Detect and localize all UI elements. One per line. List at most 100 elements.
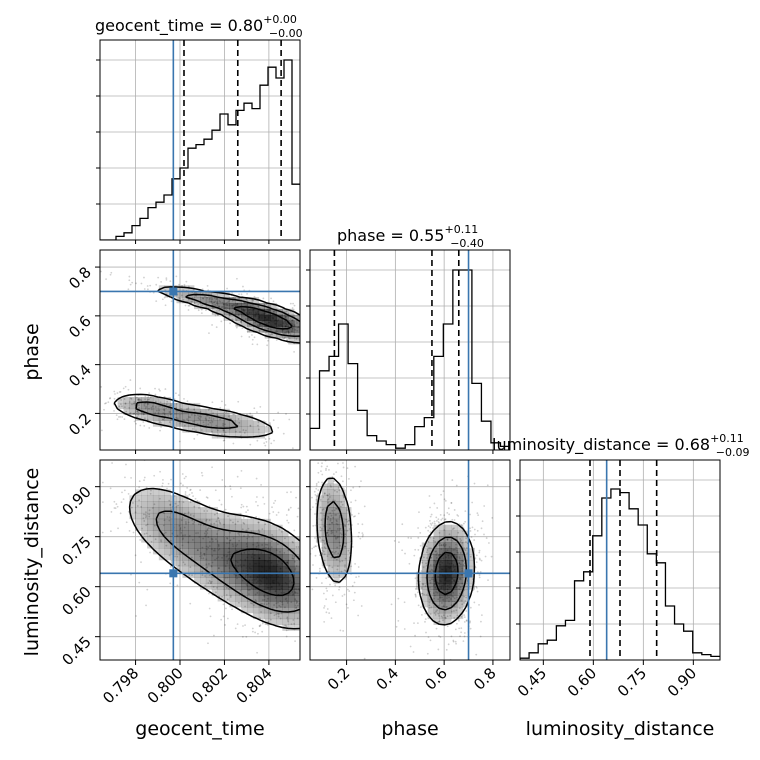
sample-point xyxy=(330,485,332,488)
sample-point xyxy=(306,347,308,349)
density-cell xyxy=(457,530,464,537)
sample-point xyxy=(395,625,398,628)
density-cell xyxy=(294,618,300,626)
sample-point xyxy=(193,437,196,440)
sample-point xyxy=(277,511,280,514)
sample-point xyxy=(147,396,150,398)
sample-point xyxy=(418,580,421,583)
density-cell xyxy=(321,512,328,520)
sample-point xyxy=(457,515,460,517)
sample-point xyxy=(445,606,448,608)
density-cell xyxy=(205,414,213,421)
density-cell xyxy=(158,495,166,502)
density-cell xyxy=(217,302,224,310)
sample-point xyxy=(176,584,179,587)
sample-point xyxy=(321,481,323,484)
sample-point xyxy=(346,588,349,591)
sample-point xyxy=(285,629,288,632)
sample-point xyxy=(430,606,433,609)
sample-point xyxy=(449,614,452,617)
sample-point xyxy=(329,347,331,349)
sample-point xyxy=(354,695,356,697)
density-cell xyxy=(223,297,230,304)
density-cell xyxy=(294,536,300,543)
sample-point xyxy=(104,402,106,405)
density-cell xyxy=(288,612,295,620)
density-cell xyxy=(129,501,136,508)
sample-point xyxy=(170,300,173,303)
density-cell xyxy=(294,595,300,602)
sample-point xyxy=(344,578,347,580)
sample-point xyxy=(203,424,205,427)
density-cell xyxy=(462,589,470,596)
sample-point xyxy=(261,602,264,605)
sample-point xyxy=(213,513,216,516)
sample-point xyxy=(200,557,203,560)
sample-point xyxy=(208,298,211,301)
density-cell xyxy=(421,595,428,602)
sample-point xyxy=(163,519,166,522)
sample-point xyxy=(279,605,282,608)
density-cell xyxy=(252,326,260,333)
density-cell xyxy=(333,536,340,543)
density-cell xyxy=(205,507,213,514)
sample-point xyxy=(442,544,445,547)
sample-point xyxy=(149,284,152,287)
sample-point xyxy=(237,418,240,420)
sample-point xyxy=(475,653,478,656)
density-cell xyxy=(321,507,328,514)
sample-point xyxy=(240,469,243,472)
density-cell xyxy=(241,577,248,584)
density-cell xyxy=(205,524,213,531)
sample-point xyxy=(242,429,245,431)
sample-point xyxy=(67,479,69,481)
sample-point xyxy=(144,395,147,398)
density-cell xyxy=(147,414,154,421)
density-cell xyxy=(176,414,183,421)
sample-point xyxy=(243,535,245,538)
density-cell xyxy=(223,536,230,543)
sample-point xyxy=(269,612,272,615)
sample-point xyxy=(326,453,328,455)
sample-point xyxy=(461,541,464,544)
sample-point xyxy=(160,540,163,543)
sample-point xyxy=(227,515,229,518)
sample-point xyxy=(194,497,197,500)
sample-point xyxy=(271,333,273,336)
density-cell xyxy=(445,577,452,584)
sample-point xyxy=(336,528,339,530)
sample-point xyxy=(329,519,332,522)
sample-point xyxy=(331,531,334,534)
density-cell xyxy=(327,530,334,537)
sample-point xyxy=(173,398,176,401)
sample-point xyxy=(163,296,166,299)
sample-point xyxy=(348,464,350,466)
sample-point xyxy=(124,406,126,408)
sample-point xyxy=(454,640,457,643)
density-cell xyxy=(421,589,428,596)
sample-point xyxy=(218,305,220,308)
sample-point xyxy=(209,297,211,300)
sample-point xyxy=(251,630,254,633)
density-cell xyxy=(333,483,340,490)
sample-point xyxy=(267,624,269,626)
sample-point xyxy=(344,570,347,572)
sample-point xyxy=(236,623,239,626)
sample-point xyxy=(168,554,171,557)
sample-point xyxy=(258,625,261,627)
sample-point xyxy=(193,521,196,523)
density-cell xyxy=(229,524,236,531)
sample-point xyxy=(446,539,449,541)
density-cell xyxy=(164,524,171,531)
sample-point xyxy=(320,527,323,530)
sample-point xyxy=(341,343,343,345)
sample-point xyxy=(207,527,210,529)
sample-point xyxy=(165,278,168,281)
sample-point xyxy=(291,540,294,543)
sample-point xyxy=(154,400,157,403)
sample-point xyxy=(248,593,250,596)
density-cell xyxy=(247,524,254,531)
density-cell xyxy=(241,314,248,321)
sample-point xyxy=(141,527,144,530)
density-cell xyxy=(164,291,171,298)
